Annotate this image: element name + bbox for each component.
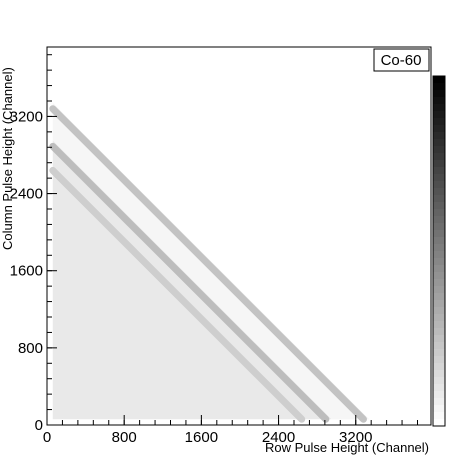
color-scale-step xyxy=(433,286,445,294)
plot-frame xyxy=(46,46,432,426)
x-tick-label: 1600 xyxy=(185,429,218,446)
y-tick-label: 2400 xyxy=(10,186,43,203)
color-scale-step xyxy=(433,300,445,308)
band-1 xyxy=(49,142,330,423)
color-scale-step xyxy=(433,398,445,406)
color-scale-step xyxy=(433,272,445,280)
color-scale-step xyxy=(433,370,445,378)
color-scale-step xyxy=(433,363,445,371)
color-scale-step xyxy=(433,111,445,119)
color-scale-step xyxy=(433,209,445,217)
x-axis: 0 800 1600 2400 3200 xyxy=(43,415,418,446)
color-scale-step xyxy=(433,293,445,301)
y-axis: 0 800 1600 2400 3200 xyxy=(10,54,57,434)
density-region-outer xyxy=(52,102,370,420)
color-scale-step xyxy=(433,328,445,336)
color-scale-step xyxy=(433,237,445,245)
color-scale-step xyxy=(433,251,445,259)
x-tick-label: 800 xyxy=(112,429,137,446)
color-scale-step xyxy=(433,104,445,112)
color-scale-step xyxy=(433,139,445,147)
color-scale-step xyxy=(433,265,445,273)
legend-label: Co-60 xyxy=(381,52,422,69)
color-scale-step xyxy=(433,377,445,385)
color-scale-step xyxy=(433,405,445,413)
color-scale-step xyxy=(433,230,445,238)
band-layer xyxy=(49,105,367,423)
color-scale-step xyxy=(433,335,445,343)
color-scale-step xyxy=(433,125,445,133)
band-2 xyxy=(49,166,306,423)
color-scale-step xyxy=(433,307,445,315)
y-tick-label: 0 xyxy=(35,417,43,434)
color-scale-step xyxy=(433,83,445,91)
x-tick-label: 3200 xyxy=(339,429,372,446)
color-scale-step xyxy=(433,419,445,427)
y-tick-label: 800 xyxy=(18,340,43,357)
x-tick-label: 0 xyxy=(43,429,51,446)
density-layer xyxy=(52,102,370,420)
density-region xyxy=(52,140,332,420)
color-scale-step xyxy=(433,321,445,329)
color-scale-step xyxy=(433,118,445,126)
color-scale-step xyxy=(433,174,445,182)
x-tick-label: 2400 xyxy=(262,429,295,446)
color-scale-step xyxy=(433,188,445,196)
color-scale-step xyxy=(433,146,445,154)
color-scale-frame xyxy=(432,75,446,427)
color-scale-step xyxy=(433,314,445,322)
color-scale-step xyxy=(433,132,445,140)
legend-box xyxy=(373,48,430,72)
color-scale-step xyxy=(433,216,445,224)
color-scale-step xyxy=(433,76,445,84)
band-0 xyxy=(49,105,367,423)
color-scale-step xyxy=(433,342,445,350)
color-scale-step xyxy=(433,258,445,266)
color-scale-step xyxy=(433,167,445,175)
color-scale-step xyxy=(433,356,445,364)
color-scale-step xyxy=(433,384,445,392)
color-scale-step xyxy=(433,160,445,168)
color-scale-step xyxy=(433,90,445,98)
color-scale-step xyxy=(433,244,445,252)
color-scale-step xyxy=(433,181,445,189)
color-scale-step xyxy=(433,349,445,357)
color-scale-step xyxy=(433,202,445,210)
y-axis-title: Column Pulse Height (Channel) xyxy=(0,67,15,250)
color-scale-step xyxy=(433,153,445,161)
color-scale-step xyxy=(433,412,445,420)
color-scale-step xyxy=(433,223,445,231)
color-scale-step xyxy=(433,195,445,203)
color-scale-bar xyxy=(432,75,446,427)
x-axis-title: Row Pulse Height (Channel) xyxy=(265,440,429,455)
color-scale-step xyxy=(433,279,445,287)
y-tick-label: 3200 xyxy=(10,108,43,125)
color-scale-step xyxy=(433,97,445,105)
y-tick-label: 1600 xyxy=(10,263,43,280)
color-scale-step xyxy=(433,391,445,399)
